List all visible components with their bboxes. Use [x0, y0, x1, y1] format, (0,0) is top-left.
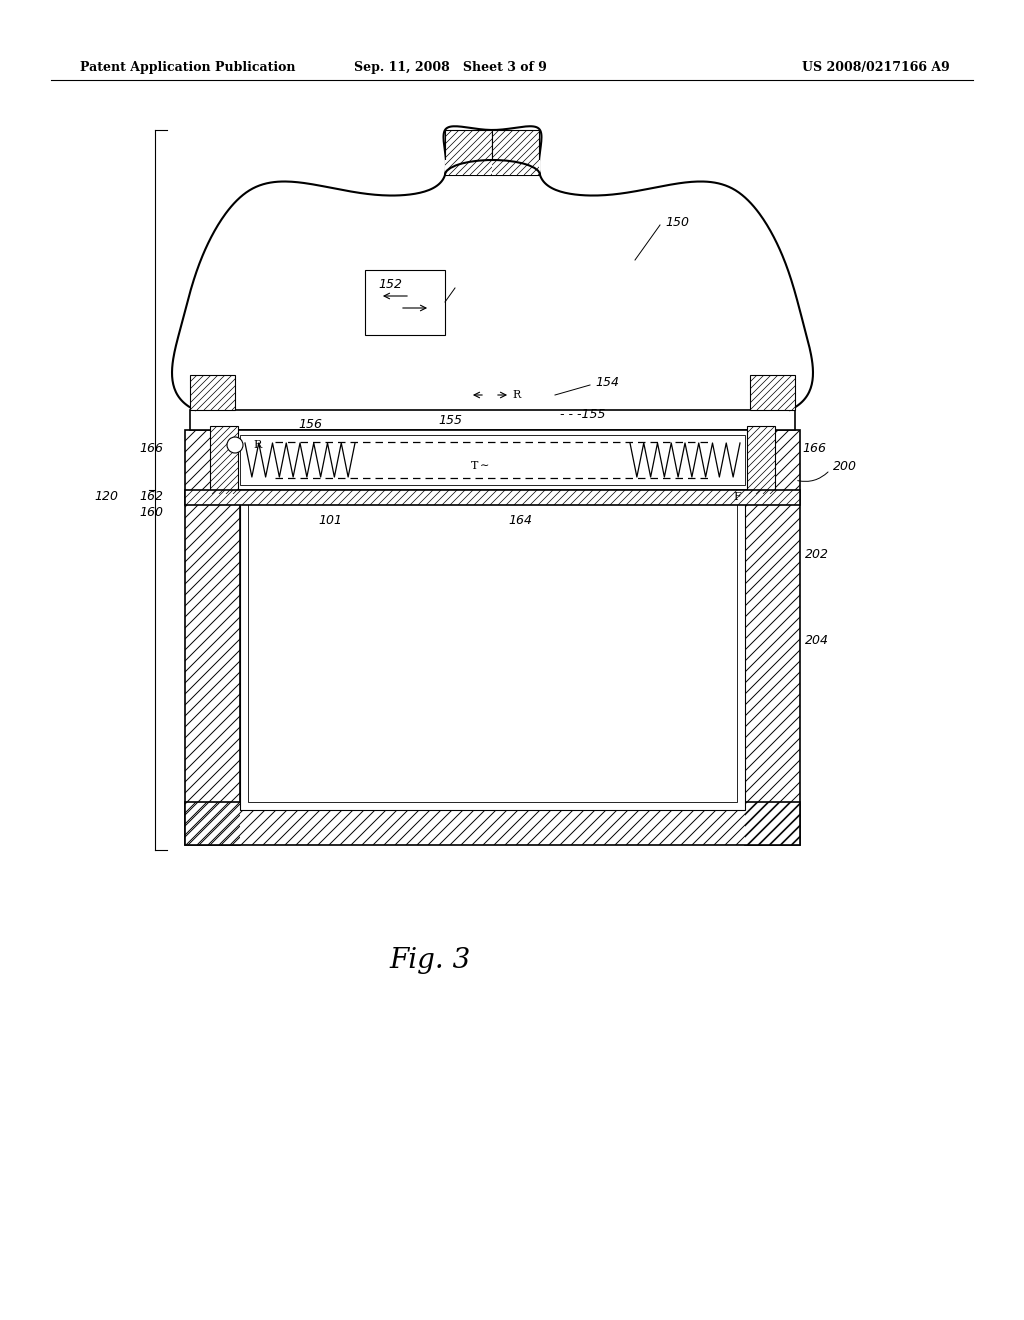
Text: R: R	[512, 389, 520, 400]
Text: R: R	[253, 440, 261, 450]
Text: T$\sim$: T$\sim$	[470, 459, 489, 471]
Text: 120: 120	[94, 491, 118, 503]
Text: 164: 164	[508, 513, 532, 527]
Bar	[365, 271, 445, 335]
Text: 150: 150	[665, 215, 689, 228]
Text: 200: 200	[833, 461, 857, 474]
Bar	[185, 803, 800, 845]
Text: 162: 162	[139, 491, 163, 503]
Text: F: F	[733, 492, 741, 502]
Text: Sep. 11, 2008   Sheet 3 of 9: Sep. 11, 2008 Sheet 3 of 9	[353, 62, 547, 74]
Bar	[746, 426, 775, 494]
Bar	[248, 438, 737, 803]
Text: 204: 204	[805, 634, 829, 647]
Bar	[185, 490, 800, 506]
Text: 160: 160	[139, 507, 163, 520]
Bar	[234, 430, 750, 490]
Bar	[745, 430, 800, 845]
Bar	[445, 129, 492, 176]
Bar	[492, 129, 539, 176]
Bar	[240, 436, 745, 484]
Bar	[240, 430, 745, 810]
Bar	[185, 430, 240, 845]
Text: 166: 166	[802, 441, 826, 454]
Text: Fig. 3: Fig. 3	[389, 946, 471, 974]
Text: 152: 152	[378, 279, 402, 292]
Text: 156: 156	[298, 418, 322, 432]
Text: 154: 154	[595, 375, 618, 388]
Text: 155: 155	[438, 413, 462, 426]
Polygon shape	[172, 127, 813, 411]
Text: US 2008/0217166 A9: US 2008/0217166 A9	[802, 62, 950, 74]
Bar	[210, 426, 238, 494]
Bar	[750, 375, 795, 411]
Bar	[190, 411, 795, 430]
Bar	[445, 160, 540, 176]
Bar	[190, 375, 234, 411]
Text: Patent Application Publication: Patent Application Publication	[80, 62, 296, 74]
Circle shape	[227, 437, 243, 453]
Text: 202: 202	[805, 549, 829, 561]
Text: 166: 166	[139, 441, 163, 454]
Text: - - -155: - - -155	[560, 408, 605, 421]
Text: 101: 101	[318, 513, 342, 527]
